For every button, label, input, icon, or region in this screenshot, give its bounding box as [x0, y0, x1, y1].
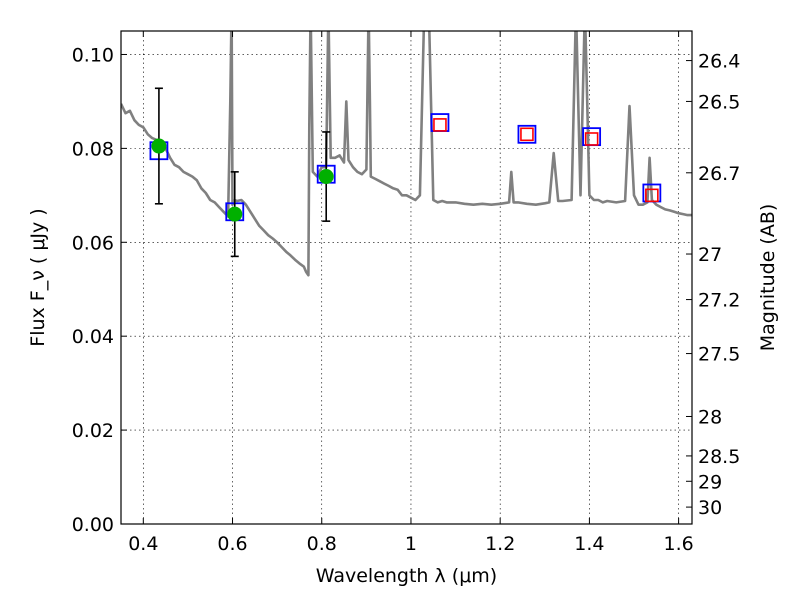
upper-limit-square [433, 118, 447, 132]
upper-limit-square [645, 188, 659, 203]
detection-point [318, 169, 334, 185]
x-tick-label: 1.4 [574, 533, 604, 555]
plot-frame [120, 30, 693, 525]
right-tick-label: 29 [698, 471, 722, 493]
y-axis-right-label: Magnitude (AB) [757, 204, 779, 352]
right-tick-label: 26.4 [698, 51, 740, 73]
right-tick-label: 27.2 [698, 290, 740, 312]
right-tick-label: 26.7 [698, 163, 740, 185]
y-tick-label: 0.10 [72, 44, 114, 66]
markers [149, 87, 662, 258]
right-tick-label: 26.5 [698, 91, 740, 113]
y-tick-label: 0.04 [72, 326, 114, 348]
plot-area [121, 31, 692, 277]
y-tick-label: 0.00 [72, 514, 114, 536]
grid [121, 31, 692, 525]
x-tick-label: 0.4 [128, 533, 158, 555]
detection-point [227, 206, 243, 222]
y-axis-label: Flux F_ν ( μJy ) [27, 208, 49, 346]
right-tick-label: 27.5 [698, 344, 740, 366]
right-tick-label: 30 [698, 497, 722, 519]
x-axis-label: Wavelength λ (μm) [316, 565, 497, 587]
y-tick-label: 0.02 [72, 420, 114, 442]
right-tick-label: 27 [698, 244, 722, 266]
right-tick-label: 28 [698, 406, 722, 428]
x-tick-label: 1.2 [485, 533, 515, 555]
spectrum-line [121, 31, 692, 277]
x-tick-label: 1.6 [664, 533, 694, 555]
y-tick-label: 0.06 [72, 232, 114, 254]
x-tick-label: 0.6 [217, 533, 247, 555]
upper-limit-square [520, 127, 534, 142]
right-tick-label: 28.5 [698, 446, 740, 468]
model-photometry-square [517, 124, 537, 144]
y-tick-label: 0.08 [72, 138, 114, 160]
detection-point [151, 138, 167, 154]
upper-limit-square [584, 132, 599, 146]
x-tick-label: 0.8 [307, 533, 337, 555]
ticks: 0.4 0.6 0.8 1 1.2 1.4 1.6 0.00 0.02 0.04 0.06 0.08 0… [72, 31, 740, 555]
x-tick-label: 1 [405, 533, 417, 555]
